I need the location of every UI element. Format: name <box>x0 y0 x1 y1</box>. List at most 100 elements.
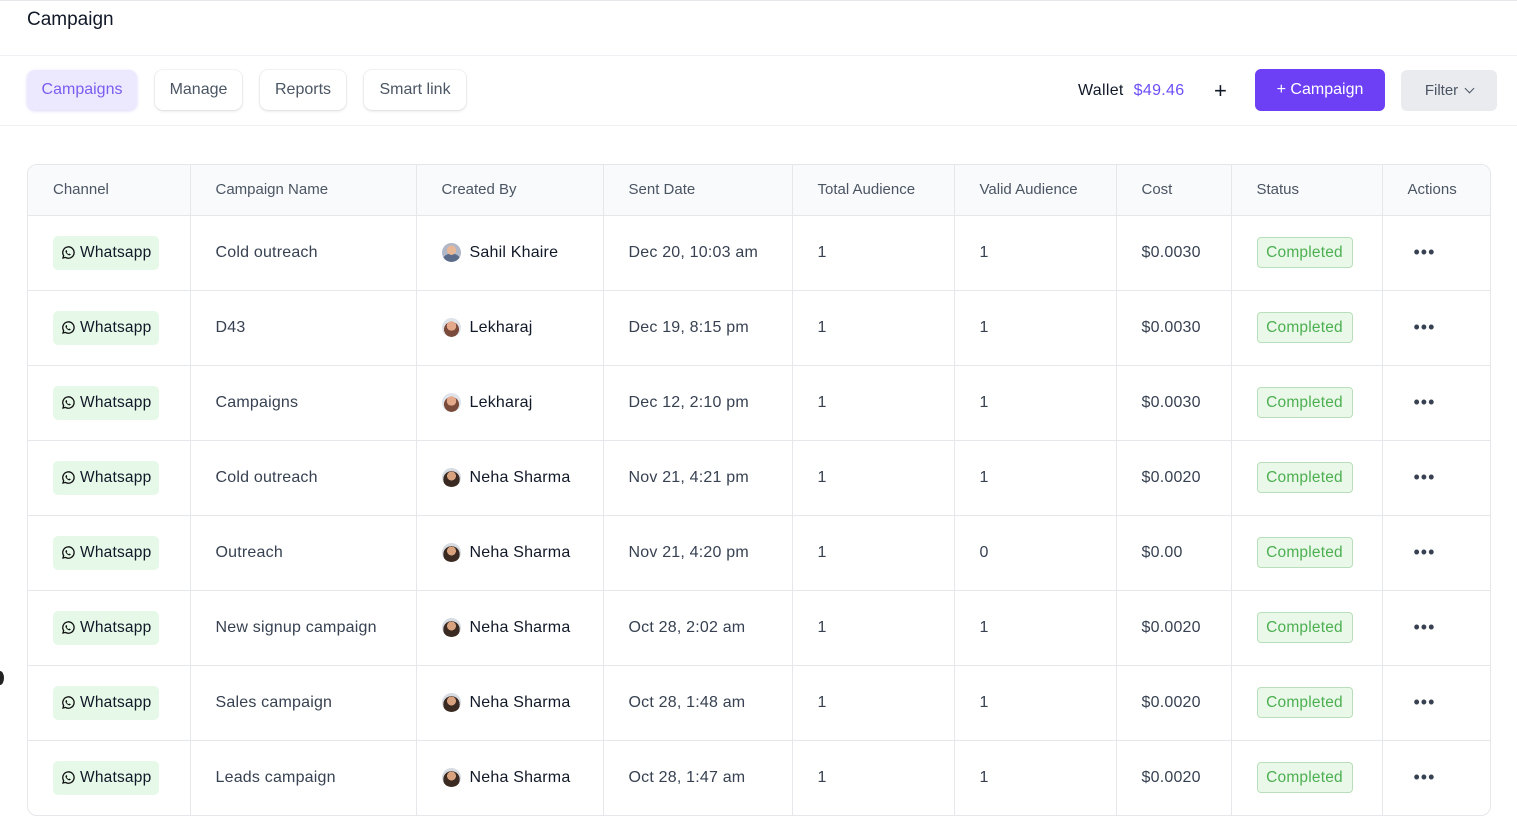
col-status: Status <box>1231 165 1383 216</box>
cell-sent-date: Dec 19, 8:15 pm <box>603 290 793 366</box>
more-options-icon[interactable]: ••• <box>1413 242 1436 262</box>
cell-channel: Whatsapp <box>28 515 191 591</box>
cell-valid-audience: 0 <box>954 515 1117 591</box>
page-header: Campaign <box>0 0 1517 56</box>
col-campaign-name: Campaign Name <box>190 165 417 216</box>
cell-cost: $0.0030 <box>1116 290 1232 366</box>
cell-campaign-name: Campaigns <box>190 365 417 441</box>
cell-created-by: Lekharaj <box>416 290 604 366</box>
creator-name: Neha Sharma <box>469 693 571 711</box>
cell-channel: Whatsapp <box>28 740 191 815</box>
avatar <box>441 543 461 562</box>
table-row[interactable]: Whatsapp Outreach Neha Sharma Nov 21, 4:20 … <box>28 515 1490 591</box>
whatsapp-icon <box>62 245 75 259</box>
wallet-label: Wallet <box>1078 82 1124 99</box>
cell-cost: $0.0020 <box>1116 665 1232 741</box>
channel-label: Whatsapp <box>80 243 152 261</box>
status-badge: Completed <box>1256 312 1353 343</box>
avatar <box>441 768 461 787</box>
status-badge: Completed <box>1256 537 1353 568</box>
whatsapp-icon <box>62 545 75 559</box>
tab-reports[interactable]: Reports <box>260 70 346 110</box>
channel-label: Whatsapp <box>80 693 152 711</box>
cell-actions: ••• <box>1382 290 1490 366</box>
cell-campaign-name: Cold outreach <box>190 440 417 516</box>
cell-sent-date: Dec 12, 2:10 pm <box>603 365 793 441</box>
creator: Neha Sharma <box>441 693 603 712</box>
creator-name: Neha Sharma <box>469 768 571 786</box>
channel-label: Whatsapp <box>80 768 152 786</box>
more-options-icon[interactable]: ••• <box>1413 767 1436 787</box>
whatsapp-icon <box>62 395 75 409</box>
scroll-handle[interactable] <box>0 671 4 685</box>
channel-label: Whatsapp <box>80 468 152 486</box>
more-options-icon[interactable]: ••• <box>1413 692 1436 712</box>
tab-smart-link[interactable]: Smart link <box>364 70 466 110</box>
cell-status: Completed <box>1231 740 1383 815</box>
status-badge: Completed <box>1256 687 1353 718</box>
table-row[interactable]: Whatsapp New signup campaign Neha Sharma Oc… <box>28 590 1490 666</box>
filter-button-label: Filter <box>1424 82 1459 99</box>
cell-cost: $0.0020 <box>1116 590 1232 666</box>
creator-name: Lekharaj <box>469 393 533 411</box>
creator-name: Neha Sharma <box>469 468 571 486</box>
cell-actions: ••• <box>1382 365 1490 441</box>
cell-sent-date: Nov 21, 4:21 pm <box>603 440 793 516</box>
creator: Neha Sharma <box>441 618 603 637</box>
more-options-icon[interactable]: ••• <box>1413 317 1436 337</box>
creator: Neha Sharma <box>441 768 603 787</box>
avatar <box>441 468 461 487</box>
cell-actions: ••• <box>1382 515 1490 591</box>
filter-button[interactable]: Filter <box>1401 70 1497 111</box>
creator: Lekharaj <box>441 393 603 412</box>
avatar <box>441 243 461 262</box>
table-row[interactable]: Whatsapp Cold outreach Sahil Khaire Dec 20,… <box>28 215 1490 291</box>
wallet: Wallet $49.46 + <box>1078 78 1227 103</box>
table-row[interactable]: Whatsapp Sales campaign Neha Sharma Oct 28,… <box>28 665 1490 741</box>
cell-actions: ••• <box>1382 665 1490 741</box>
creator-name: Lekharaj <box>469 318 533 336</box>
tab-manage[interactable]: Manage <box>155 70 242 110</box>
cell-sent-date: Nov 21, 4:20 pm <box>603 515 793 591</box>
campaigns-table: Channel Campaign Name Created By Sent Da… <box>27 164 1491 816</box>
table-row[interactable]: Whatsapp Leads campaign Neha Sharma Oct 28,… <box>28 740 1490 815</box>
avatar <box>441 693 461 712</box>
cell-valid-audience: 1 <box>954 440 1117 516</box>
more-options-icon[interactable]: ••• <box>1413 617 1436 637</box>
more-options-icon[interactable]: ••• <box>1413 392 1436 412</box>
channel-chip: Whatsapp <box>53 235 160 270</box>
cell-created-by: Lekharaj <box>416 365 604 441</box>
channel-label: Whatsapp <box>80 318 152 336</box>
cell-cost: $0.00 <box>1116 515 1232 591</box>
plus-icon[interactable]: + <box>1214 78 1227 103</box>
cell-channel: Whatsapp <box>28 590 191 666</box>
creator: Neha Sharma <box>441 543 603 562</box>
cell-valid-audience: 1 <box>954 665 1117 741</box>
avatar <box>441 318 461 337</box>
status-badge: Completed <box>1256 387 1353 418</box>
chevron-down-icon <box>1464 83 1475 94</box>
more-options-icon[interactable]: ••• <box>1413 542 1436 562</box>
avatar <box>441 393 461 412</box>
cell-campaign-name: Leads campaign <box>190 740 417 815</box>
cell-total-audience: 1 <box>792 515 955 591</box>
whatsapp-icon <box>62 770 75 784</box>
table-row[interactable]: Whatsapp Cold outreach Neha Sharma Nov 21, … <box>28 440 1490 516</box>
cell-actions: ••• <box>1382 590 1490 666</box>
tab-campaigns[interactable]: Campaigns <box>27 70 137 110</box>
table-row[interactable]: Whatsapp Campaigns Lekharaj Dec 12, 2:10 pm… <box>28 365 1490 441</box>
cell-total-audience: 1 <box>792 665 955 741</box>
add-campaign-button[interactable]: + Campaign <box>1255 69 1385 111</box>
cell-created-by: Neha Sharma <box>416 440 604 516</box>
cell-campaign-name: Outreach <box>190 515 417 591</box>
cell-campaign-name: New signup campaign <box>190 590 417 666</box>
status-badge: Completed <box>1256 762 1353 793</box>
table-row[interactable]: Whatsapp D43 Lekharaj Dec 19, 8:15 pm 1 1 $0.0… <box>28 290 1490 366</box>
cell-valid-audience: 1 <box>954 590 1117 666</box>
status-badge: Completed <box>1256 612 1353 643</box>
cell-valid-audience: 1 <box>954 215 1117 291</box>
cell-sent-date: Oct 28, 1:48 am <box>603 665 793 741</box>
more-options-icon[interactable]: ••• <box>1413 467 1436 487</box>
status-badge: Completed <box>1256 462 1353 493</box>
channel-chip: Whatsapp <box>53 760 160 795</box>
